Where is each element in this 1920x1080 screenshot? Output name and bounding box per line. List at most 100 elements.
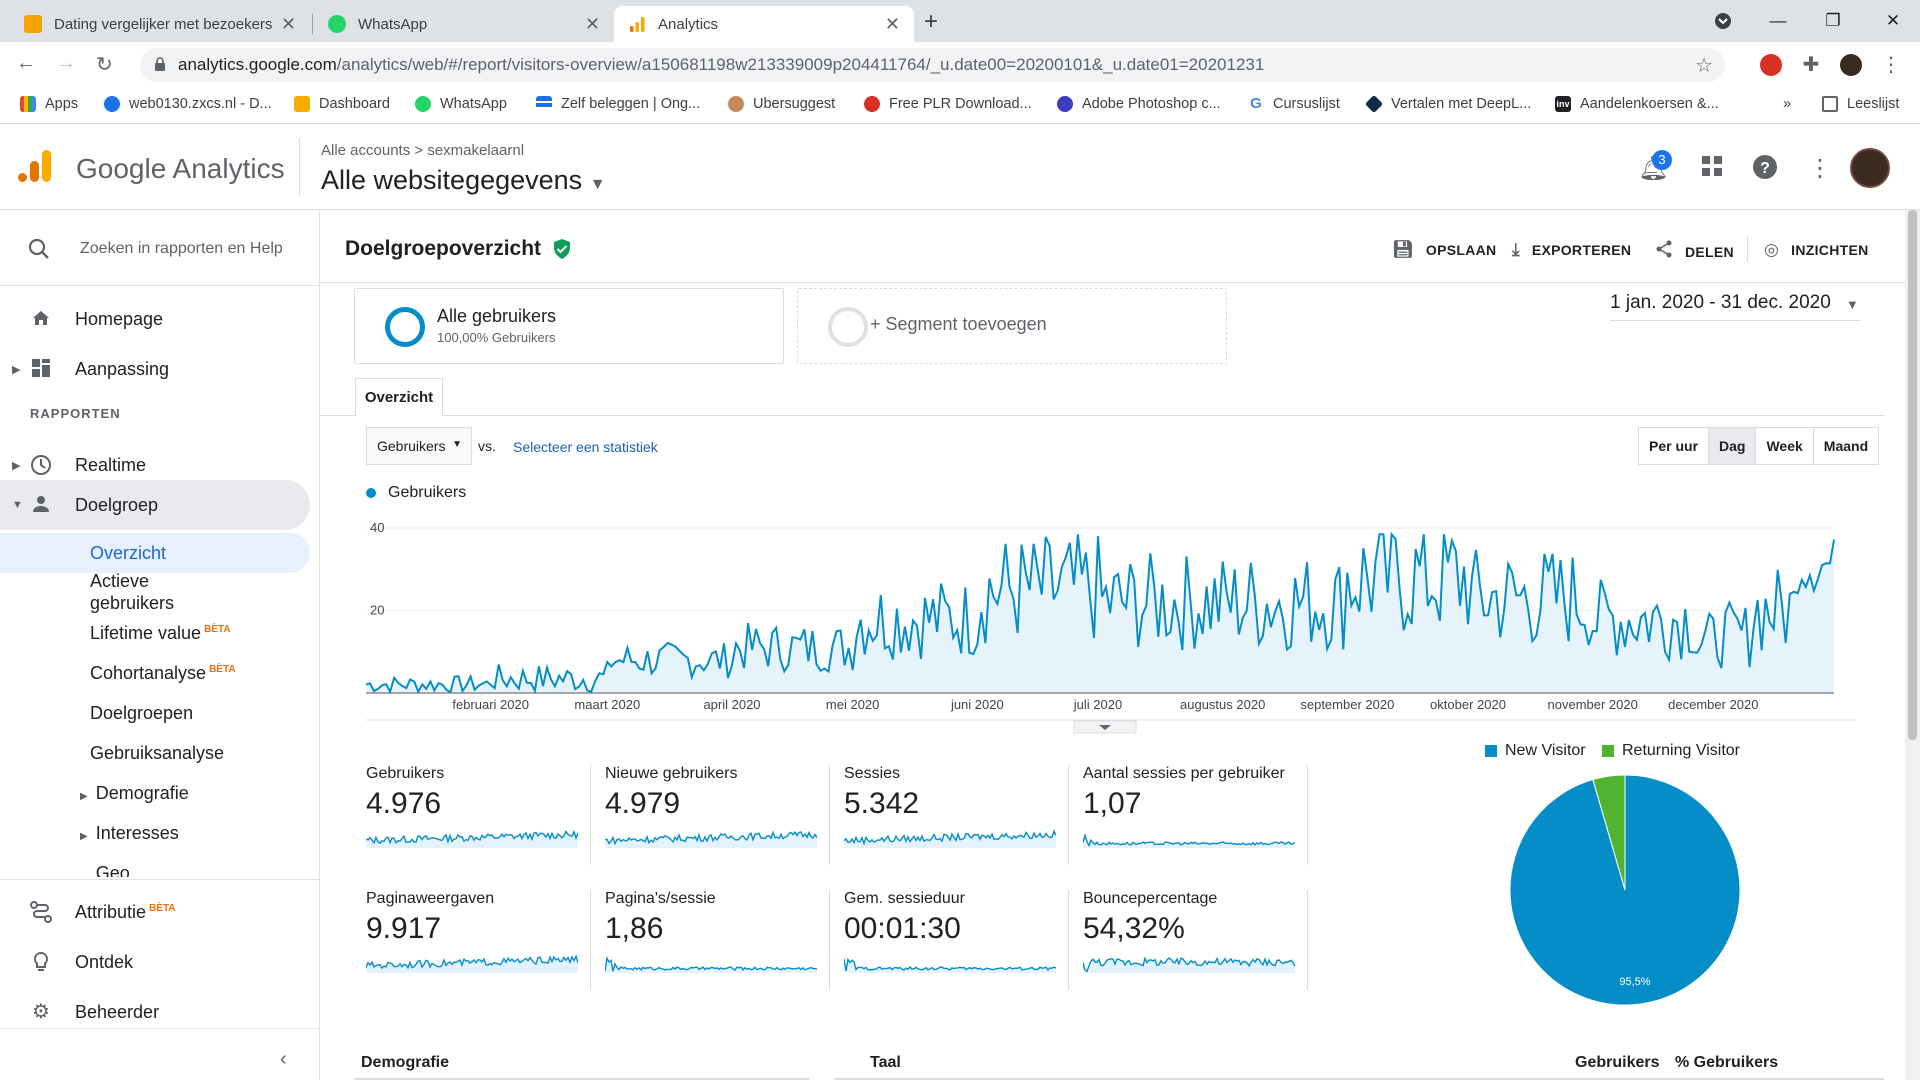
bookmark-free-plr[interactable]: Free PLR Download... [864, 96, 1032, 112]
bookmark-apps[interactable]: Apps [20, 96, 78, 112]
period-dag[interactable]: Dag [1709, 428, 1757, 464]
verified-shield-icon [554, 239, 570, 259]
kpi-1[interactable]: Gebruikers 4.976 [365, 765, 581, 854]
maximize-icon[interactable]: ❐ [1825, 11, 1841, 30]
export-button[interactable]: ⤓ EXPORTEREN [1512, 240, 1632, 259]
sidebar-sub-interesses[interactable]: ▶ Interesses [80, 823, 179, 843]
bookmark-aandelenkoersen[interactable]: inv Aandelenkoersen &... [1555, 96, 1719, 112]
insights-button[interactable]: ◎ INZICHTEN [1764, 240, 1869, 259]
bookmark-ubersuggest[interactable]: Ubersuggest [728, 96, 835, 112]
period-week[interactable]: Week [1756, 428, 1814, 464]
reading-list[interactable]: Leeslijst [1822, 96, 1899, 112]
sidebar-item-homepage[interactable]: Homepage [0, 294, 310, 344]
sidebar-item-realtime[interactable]: ▶ Realtime [12, 454, 147, 475]
sidebar-sub-geo[interactable]: ▶Geo [95, 863, 130, 877]
investing-icon: inv [1555, 96, 1571, 112]
segment-all-users[interactable]: Alle gebruikers 100,00% Gebruikers [354, 288, 784, 364]
pie-legend-new: New Visitor [1485, 742, 1586, 760]
x-tick-label: april 2020 [703, 697, 760, 712]
date-range-picker[interactable]: 1 jan. 2020 - 31 dec. 2020 ▼ [1610, 292, 1861, 321]
sidebar-sub-actieve-gebruikers[interactable]: Actieve gebruikers [90, 571, 175, 613]
property-selector[interactable]: Alle websitegegevens ▼ [321, 165, 606, 195]
sidebar-search[interactable]: Zoeken in rapporten en Help [28, 238, 283, 260]
help-icon[interactable]: ? [1752, 154, 1778, 187]
kpi-3[interactable]: Sessies 5.342 [843, 765, 1059, 854]
reload-icon[interactable]: ↻ [96, 54, 113, 76]
sidebar-item-doelgroep[interactable]: ▼ Doelgroep [0, 480, 310, 530]
extension-icon[interactable] [1760, 54, 1782, 76]
series-dot-icon [366, 488, 376, 498]
close-window-icon[interactable]: ✕ [1885, 11, 1901, 30]
more-vert-icon[interactable]: ⋮ [1808, 155, 1832, 182]
kpi-4[interactable]: Aantal sessies per gebruiker 1,07 [1082, 765, 1298, 854]
bookmark-dashboard[interactable]: Dashboard [294, 96, 390, 112]
forward-icon[interactable]: → [56, 52, 76, 74]
sidebar-item-ontdek[interactable]: Ontdek [0, 937, 310, 987]
address-bar[interactable]: analytics.google.com/analytics/web/#/rep… [140, 48, 1725, 82]
sidebar-sub-lifetime-value[interactable]: Lifetime value BÈTA [90, 623, 231, 643]
bookmark-zelf-beleggen[interactable]: Zelf beleggen | Ong... [536, 96, 700, 112]
whatsapp-favicon-icon [328, 15, 346, 33]
close-tab-icon[interactable]: ✕ [884, 13, 900, 34]
period-maand[interactable]: Maand [1813, 428, 1879, 464]
kpi-8[interactable]: Bouncepercentage 54,32% [1082, 890, 1298, 979]
back-icon[interactable]: ← [16, 52, 36, 74]
pie-slice-returning-visitor[interactable] [1592, 774, 1626, 891]
dashboard-v-icon [294, 96, 310, 112]
sidebar-item-attributie[interactable]: Attributie BÈTA [0, 887, 310, 937]
browser-tab-dating[interactable]: Dating vergelijker met bezoekers ✕ [10, 6, 310, 42]
dashboard-grid-icon [30, 358, 52, 380]
browser-menu-icon[interactable]: ⋮ [1881, 54, 1901, 76]
bookmark-web0130[interactable]: web0130.zxcs.nl - D... [104, 96, 272, 112]
bookmark-photoshop[interactable]: Adobe Photoshop c... [1057, 96, 1221, 112]
bookmark-whatsapp[interactable]: WhatsApp [415, 96, 507, 112]
browser-tab-whatsapp[interactable]: WhatsApp ✕ [314, 6, 614, 42]
x-tick-label: juni 2020 [950, 697, 1004, 712]
select-metric-link[interactable]: Selecteer een statistiek [513, 439, 658, 455]
minimize-icon[interactable]: — [1769, 11, 1787, 30]
series-line-gebruikers[interactable] [366, 531, 1835, 695]
sidebar-sub-gebruiksanalyse[interactable]: Gebruiksanalyse [90, 743, 225, 763]
sidebar-sub-demografie[interactable]: ▶ Demografie [80, 783, 189, 803]
close-tab-icon[interactable]: ✕ [280, 13, 296, 34]
profile-avatar-icon[interactable] [1840, 54, 1862, 76]
breadcrumb[interactable]: Alle accounts > sexmakelaarnl [321, 142, 525, 159]
apps-grid-icon[interactable] [1700, 154, 1724, 185]
metric-select[interactable]: Gebruikers ▼ [366, 427, 472, 465]
save-button[interactable]: 💾︎ OPSLAAN [1392, 240, 1497, 259]
kpi-sparkline [1082, 956, 1296, 973]
tab-overzicht[interactable]: Overzicht [355, 378, 443, 416]
sidebar-sub-doelgroepen[interactable]: Doelgroepen [90, 703, 194, 723]
share-button[interactable]: DELEN [1655, 240, 1734, 263]
page-title: Doelgroepoverzicht [345, 237, 542, 260]
sidebar-sub-overzicht[interactable]: Overzicht [0, 533, 310, 573]
bookmark-star-icon[interactable]: ☆ [1695, 55, 1713, 77]
kpi-2[interactable]: Nieuwe gebruikers 4.979 [604, 765, 820, 854]
kpi-7[interactable]: Gem. sessieduur 00:01:30 [843, 890, 1059, 979]
period-per-uur[interactable]: Per uur [1639, 428, 1710, 464]
browser-tab-analytics[interactable]: Analytics ✕ [614, 6, 914, 42]
user-avatar[interactable] [1850, 148, 1890, 188]
kpi-sparkline [604, 955, 818, 973]
collapse-sidebar-icon[interactable]: ‹ [280, 1048, 287, 1070]
profile-menu-icon[interactable] [1700, 0, 1746, 42]
reports-section-heading: RAPPORTEN [30, 406, 121, 421]
sidebar-item-aanpassing[interactable]: ▶ Aanpassing [12, 358, 170, 380]
bookmark-cursuslijst[interactable]: G Cursuslijst [1248, 96, 1340, 113]
page-scrollbar[interactable] [1905, 210, 1920, 1080]
sidebar-sub-cohortanalyse[interactable]: Cohortanalyse BÈTA [90, 663, 236, 683]
close-tab-icon[interactable]: ✕ [584, 13, 600, 34]
extensions-puzzle-icon[interactable]: ✚ [1802, 54, 1820, 76]
x-tick-label: augustus 2020 [1180, 697, 1265, 712]
kpi-6[interactable]: Pagina's/sessie 1,86 [604, 890, 820, 979]
bookmark-deepl[interactable]: Vertalen met DeepL... [1364, 94, 1531, 114]
caret-down-icon: ▼ [589, 176, 606, 193]
add-segment-button[interactable]: + Segment toevoegen [797, 288, 1227, 364]
new-tab-icon[interactable]: + [924, 8, 939, 35]
more-bookmarks-icon[interactable]: » [1783, 96, 1792, 112]
whatsapp-icon [415, 96, 431, 112]
sidebar-item-beheerder[interactable]: ⚙ Beheerder [0, 987, 310, 1037]
x-tick-label: februari 2020 [452, 697, 529, 712]
kpi-5[interactable]: Paginaweergaven 9.917 [365, 890, 581, 979]
analytics-favicon-icon [630, 17, 645, 32]
